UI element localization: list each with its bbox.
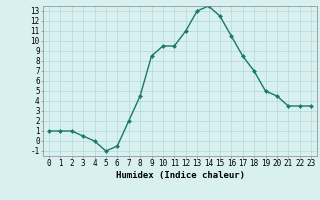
X-axis label: Humidex (Indice chaleur): Humidex (Indice chaleur)	[116, 171, 244, 180]
